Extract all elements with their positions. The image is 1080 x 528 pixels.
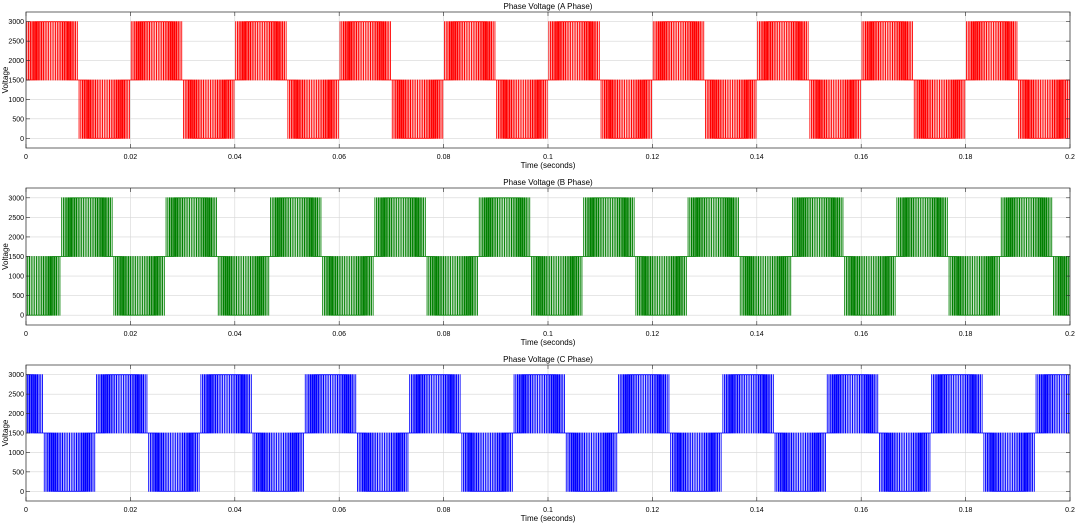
x-axis-label: Time (seconds)	[521, 338, 576, 347]
y-tick-label: 1500	[8, 431, 24, 438]
x-tick-label: 0.18	[959, 154, 973, 161]
x-tick-label: 0.04	[228, 154, 242, 161]
x-tick-label: 0.06	[332, 331, 346, 338]
x-tick-label: 0.06	[332, 154, 346, 161]
x-tick-label: 0.2	[1065, 331, 1075, 338]
x-tick-label: 0.1	[543, 507, 553, 514]
x-tick-label: 0.2	[1065, 507, 1075, 514]
x-tick-label: 0.04	[228, 331, 242, 338]
x-tick-label: 0.14	[750, 507, 764, 514]
x-tick-label: 0.2	[1065, 154, 1075, 161]
x-tick-label: 0.04	[228, 507, 242, 514]
x-tick-label: 0.18	[959, 331, 973, 338]
x-tick-label: 0.02	[124, 154, 138, 161]
x-axis-label: Time (seconds)	[521, 514, 576, 523]
x-tick-label: 0.02	[124, 331, 138, 338]
chart-panel-0: 0 0.02 0.04 0.06 0.08 0.1 0.12 0.14 0.16 0.18 0.2 0…	[1, 2, 1075, 170]
y-axis-label: Voltage	[1, 66, 10, 93]
x-tick-label: 0.18	[959, 507, 973, 514]
x-tick-label: 0.12	[646, 507, 660, 514]
y-tick-label: 1000	[8, 97, 24, 104]
x-tick-label: 0.12	[646, 154, 660, 161]
x-tick-label: 0.16	[854, 507, 868, 514]
x-tick-label: 0	[24, 154, 28, 161]
y-tick-label: 500	[12, 293, 24, 300]
chart-title: Phase Voltage (C Phase)	[503, 355, 593, 364]
x-tick-label: 0	[24, 507, 28, 514]
y-tick-label: 2500	[8, 215, 24, 222]
x-tick-label: 0.02	[124, 507, 138, 514]
y-tick-label: 0	[20, 136, 24, 143]
x-tick-label: 0.14	[750, 331, 764, 338]
y-tick-label: 1500	[8, 78, 24, 85]
y-tick-label: 2000	[8, 411, 24, 418]
x-tick-label: 0.08	[437, 154, 451, 161]
y-tick-label: 2000	[8, 58, 24, 65]
y-axis-label: Voltage	[1, 419, 10, 446]
y-tick-label: 3000	[8, 372, 24, 379]
x-tick-label: 0.16	[854, 154, 868, 161]
chart-title: Phase Voltage (B Phase)	[503, 178, 593, 187]
y-tick-label: 1000	[8, 274, 24, 281]
y-tick-label: 2500	[8, 39, 24, 46]
y-tick-label: 500	[12, 116, 24, 123]
y-tick-label: 0	[20, 313, 24, 320]
y-tick-label: 3000	[8, 195, 24, 202]
x-tick-label: 0.06	[332, 507, 346, 514]
x-tick-label: 0.1	[543, 154, 553, 161]
x-tick-label: 0.14	[750, 154, 764, 161]
x-tick-label: 0.12	[646, 331, 660, 338]
y-tick-label: 500	[12, 469, 24, 476]
x-axis-label: Time (seconds)	[521, 161, 576, 170]
x-tick-label: 0.16	[854, 331, 868, 338]
y-tick-label: 1000	[8, 450, 24, 457]
series-line	[26, 21, 1070, 139]
y-tick-label: 1500	[8, 254, 24, 261]
chart-panel-1: 0 0.02 0.04 0.06 0.08 0.1 0.12 0.14 0.16 0.18 0.2 0…	[1, 178, 1075, 347]
x-tick-label: 0.08	[437, 331, 451, 338]
series-line	[26, 197, 1070, 316]
y-axis-label: Voltage	[1, 243, 10, 270]
chart-panel-2: 0 0.02 0.04 0.06 0.08 0.1 0.12 0.14 0.16 0.18 0.2 0…	[1, 355, 1075, 523]
series-line	[26, 374, 1070, 492]
y-tick-label: 2000	[8, 234, 24, 241]
x-tick-label: 0.1	[543, 331, 553, 338]
x-tick-label: 0.08	[437, 507, 451, 514]
y-tick-label: 2500	[8, 392, 24, 399]
y-tick-label: 3000	[8, 19, 24, 26]
x-tick-label: 0	[24, 331, 28, 338]
chart-title: Phase Voltage (A Phase)	[504, 2, 593, 11]
y-tick-label: 0	[20, 489, 24, 496]
